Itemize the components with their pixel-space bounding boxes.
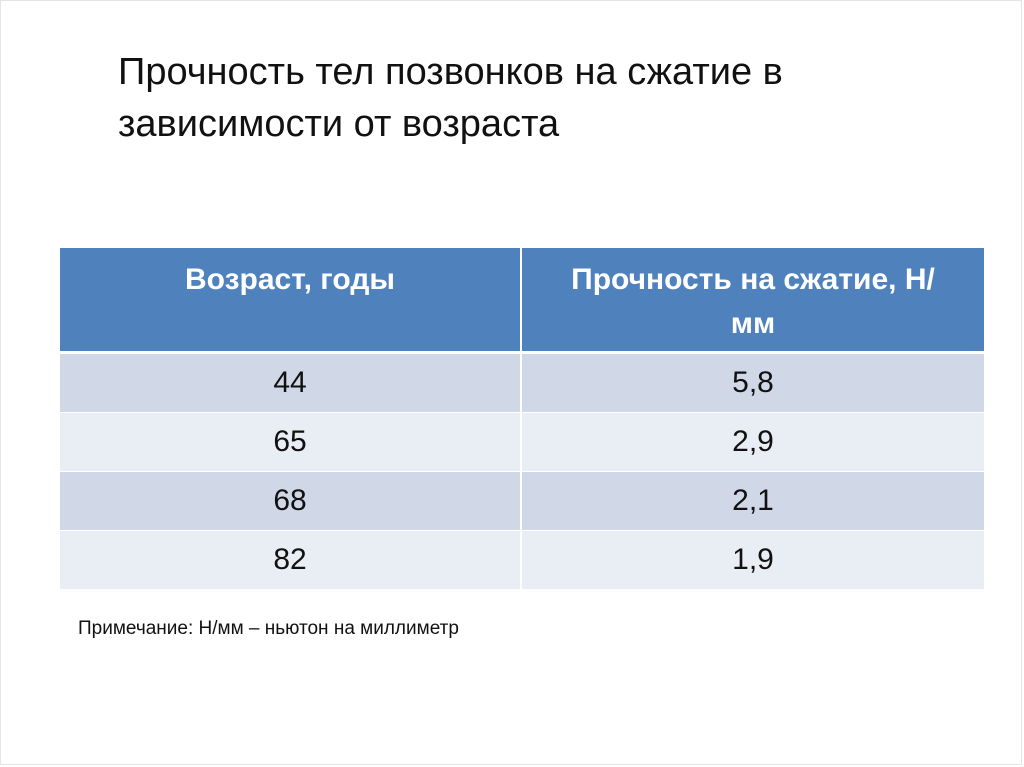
age-cell: 82 — [60, 530, 522, 590]
footnote: Примечание: Н/мм – ньютон на миллиметр — [78, 618, 459, 639]
strength-cell: 2,9 — [521, 412, 984, 472]
age-cell: 65 — [60, 412, 522, 472]
data-table: Возраст, годы Прочность на сжатие, Н/мм … — [60, 248, 984, 590]
strength-cell: 1,9 — [521, 530, 984, 590]
slide-title: Прочность тел позвонков на сжатие в зави… — [118, 51, 783, 145]
age-cell: 68 — [60, 471, 522, 531]
header-age: Возраст, годы — [60, 248, 522, 354]
table-row: 68 2,1 — [60, 471, 984, 531]
table-header-row: Возраст, годы Прочность на сжатие, Н/мм — [60, 248, 984, 354]
table-row: 44 5,8 — [60, 352, 984, 413]
strength-cell: 5,8 — [521, 352, 984, 413]
header-strength: Прочность на сжатие, Н/мм — [521, 248, 984, 354]
strength-cell: 2,1 — [521, 471, 984, 531]
age-cell: 44 — [60, 352, 522, 413]
table-row: 65 2,9 — [60, 412, 984, 472]
table-row: 82 1,9 — [60, 530, 984, 590]
